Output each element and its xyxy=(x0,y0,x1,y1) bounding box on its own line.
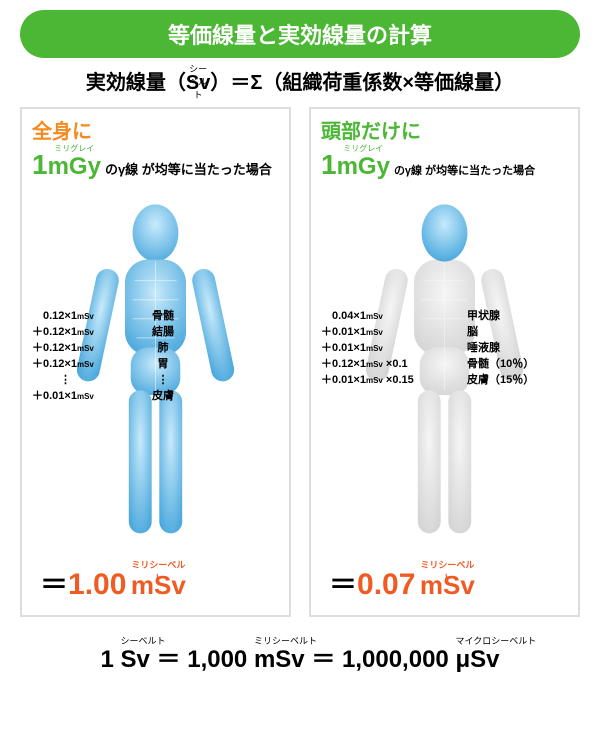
result-val: 0.07 xyxy=(357,568,415,601)
unit-usv: マイクロシーベルトμSv xyxy=(455,646,499,674)
panels: 全身に 1ミリグレイmGyのγ線 が均等に当たった場合 xyxy=(0,107,600,617)
formula-mid: ）＝Σ（組織荷重係数×等価線量） xyxy=(210,72,514,94)
dose-desc: のγ線 が均等に当たった場合 xyxy=(105,162,272,177)
panel-right-dose: 1ミリグレイmGy のγ線 が均等に当たった場合 xyxy=(321,149,570,181)
result-unit: ミリシーベルトmSv xyxy=(131,570,186,601)
panel-left-dose: 1ミリグレイmGy のγ線 が均等に当たった場合 xyxy=(32,149,281,181)
formula: 実効線量（シーベルトSv）＝Σ（組織荷重係数×等価線量） xyxy=(0,66,600,95)
panel-whole-body: 全身に 1ミリグレイmGy のγ線 が均等に当たった場合 xyxy=(20,107,291,617)
panel-left-title: 全身に xyxy=(32,115,92,144)
panel-head-only: 頭部だけに 1ミリグレイmGy のγ線 が均等に当たった場合 xyxy=(309,107,580,617)
dose-unit: ミリグレイmGy xyxy=(48,153,101,181)
calc-right: 0.04×1mSv＋0.01×1mSv＋0.01×1mSv＋0.12×1mSv … xyxy=(321,309,414,389)
organs-left: 骨髄結腸肺胃⋮皮膚 xyxy=(152,309,174,405)
units-footer: 1 シーベルトSv ＝ 1,000 ミリシーベルトmSv ＝ 1,000,000… xyxy=(0,639,600,674)
title-banner: 等価線量と実効線量の計算 xyxy=(20,10,580,58)
result-left: ＝1.00 ミリシーベルトmSv xyxy=(40,563,279,603)
dose-amount: 1 xyxy=(321,149,337,181)
title-text: 等価線量と実効線量の計算 xyxy=(168,23,432,48)
dose-unit: ミリグレイmGy xyxy=(337,153,390,181)
dose-amount: 1 xyxy=(32,149,48,181)
result-val: 1.00 xyxy=(68,568,126,601)
unit-msv: ミリシーベルトmSv xyxy=(254,646,305,674)
dose-desc: のγ線 が均等に当たった場合 xyxy=(394,165,535,177)
calc-left: 0.12×1mSv＋0.12×1mSv＋0.12×1mSv＋0.12×1mSv⋮… xyxy=(32,309,94,405)
result-right: ＝0.07 ミリシーベルトmSv xyxy=(329,563,568,603)
organs-right: 甲状腺脳唾液腺骨髄（10％）皮膚（15％） xyxy=(467,309,534,389)
formula-sv: シーベルトSv xyxy=(186,72,210,95)
result-unit: ミリシーベルトmSv xyxy=(420,570,475,601)
formula-left: 実効線量（ xyxy=(86,72,186,94)
panel-right-title: 頭部だけに xyxy=(321,115,421,144)
unit-sv: シーベルトSv xyxy=(121,646,150,674)
